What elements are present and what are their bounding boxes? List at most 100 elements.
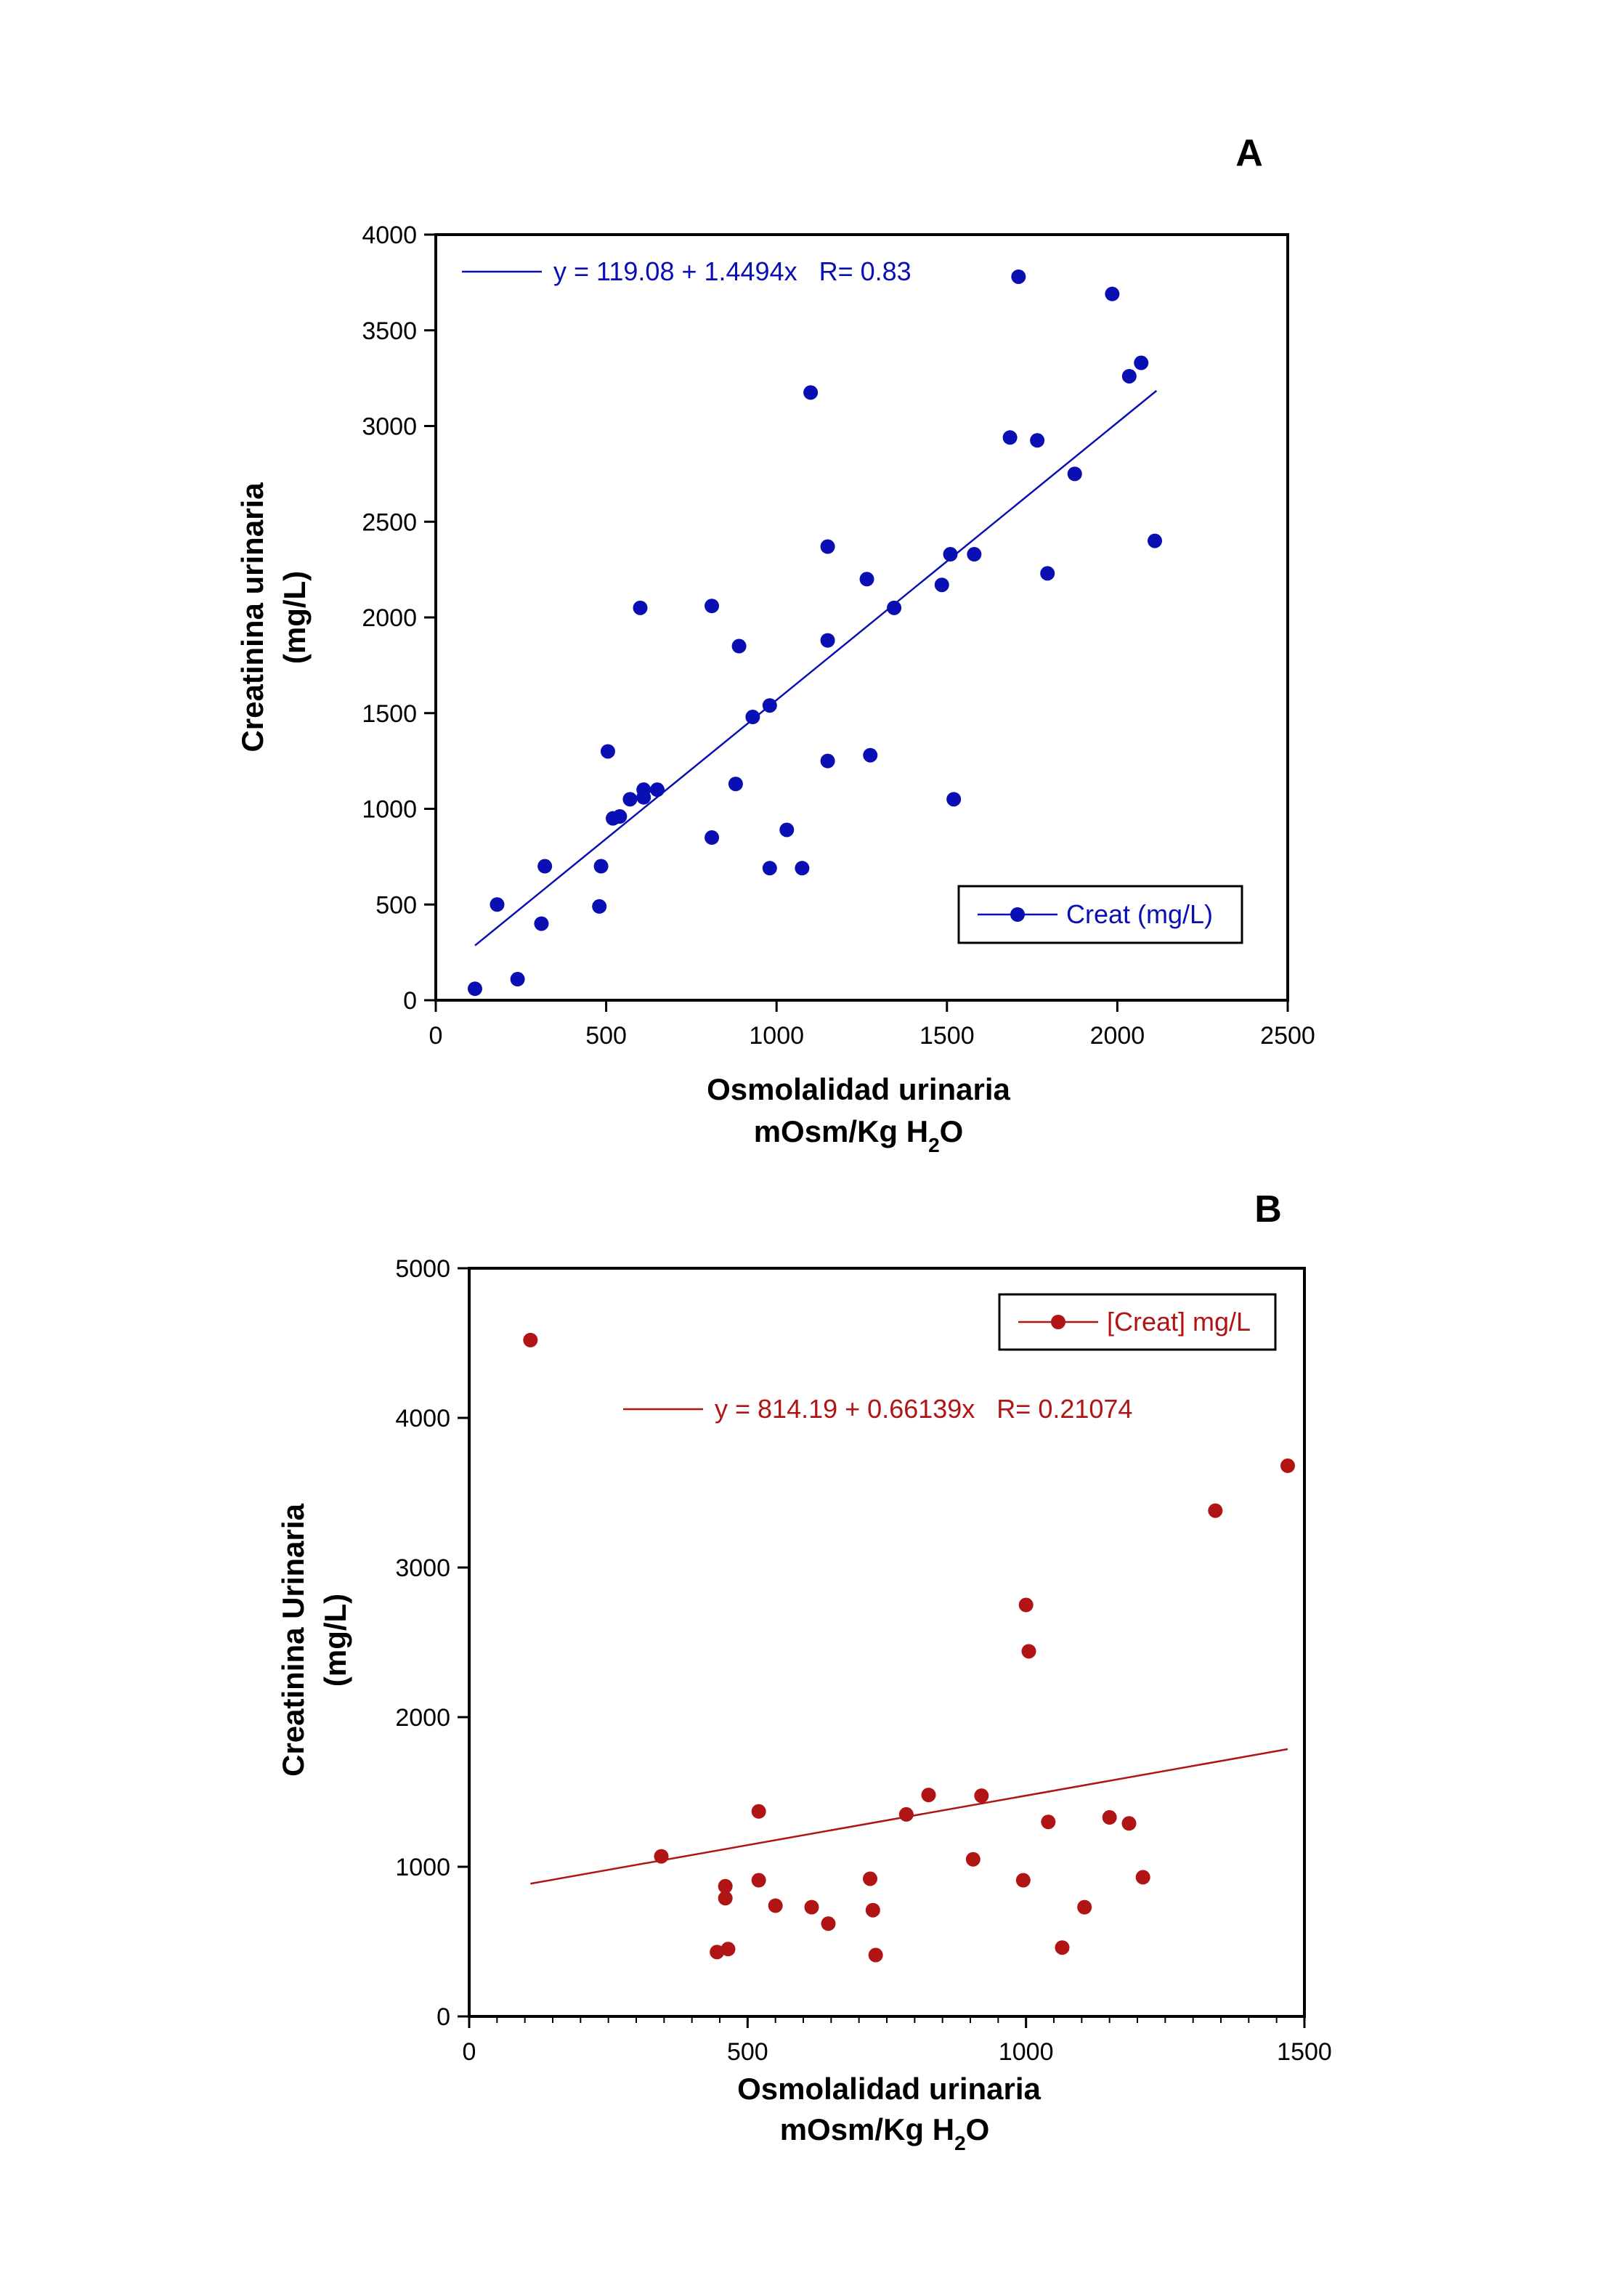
panel-a-data-point	[490, 897, 505, 912]
panel-b-data-point	[1208, 1503, 1223, 1518]
panel-a-data-point	[762, 698, 777, 713]
panel-a-data-point	[863, 747, 878, 763]
panel-a-data-point	[1030, 433, 1045, 448]
panel-a-legend-label: Creat (mg/L)	[1066, 899, 1213, 929]
panel-b-data-point	[921, 1788, 936, 1803]
panel-a-data-point	[1105, 286, 1120, 301]
panel-b-data-point	[1021, 1644, 1036, 1659]
panel-b-x-tick-label: 1000	[999, 2038, 1054, 2066]
panel-b-data-point	[1121, 1816, 1137, 1831]
panel-b-data-point	[1015, 1873, 1031, 1888]
panel-a-data-point	[705, 599, 720, 614]
panel-a-data-point	[934, 577, 949, 593]
panel-b-y-axis-title-line1: Creatinina Urinaria	[276, 1503, 310, 1776]
panel-b-data-point	[868, 1947, 883, 1963]
panel-b-fit-equation: y = 814.19 + 0.66139x R= 0.21074	[715, 1394, 1132, 1424]
panel-a-data-point	[859, 572, 874, 587]
panel-a-x-tick-label: 2000	[1090, 1022, 1145, 1050]
panel-a-data-point	[967, 547, 982, 562]
panel-a-letter: A	[1235, 132, 1263, 174]
panel-b-x-axis-title-line1: Osmolalidad urinaria	[737, 2072, 1041, 2106]
panel-b-data-point	[654, 1849, 669, 1864]
panel-a-y-axis-title-line1: Creatinina urinaria	[235, 482, 269, 753]
panel-b-y-tick-label: 3000	[395, 1554, 450, 1582]
panel-b-data-point	[718, 1878, 733, 1894]
panel-a-data-point	[820, 753, 835, 769]
panel-a-y-tick-label: 500	[375, 891, 417, 919]
panel-b-y-tick-label: 5000	[395, 1255, 450, 1283]
panel-b-data-point	[1055, 1940, 1070, 1955]
panel-a-data-point	[636, 790, 651, 805]
panel-b-data-point	[898, 1806, 914, 1822]
panel-b-data-point	[768, 1898, 783, 1913]
panel-a-data-point	[946, 792, 962, 807]
panel-a-chart: A Osmolalidad urinaria mOsm/Kg H2O Creat…	[235, 132, 1315, 1156]
panel-b-data-point	[1041, 1814, 1056, 1830]
panel-a-data-point	[1134, 355, 1149, 370]
panel-a-data-point	[1011, 269, 1026, 284]
panel-a-data-point	[779, 822, 795, 838]
panel-a-y-tick-label: 0	[403, 987, 417, 1015]
panel-a-data-point	[795, 861, 810, 876]
panel-b-legend-marker	[1051, 1315, 1065, 1329]
panel-a-x-tick-label: 500	[585, 1022, 627, 1050]
panel-a-data-point	[820, 633, 835, 648]
panel-a-fit-line	[474, 389, 1158, 946]
panel-a-data-point	[803, 385, 819, 400]
panel-a-data-point	[510, 972, 525, 987]
panel-a-data-point	[534, 916, 549, 931]
panel-a-y-tick-label: 2500	[362, 508, 417, 536]
panel-b-data-point	[710, 1945, 725, 1960]
panel-a-data-point	[943, 547, 958, 562]
panel-b-y-tick-label: 1000	[395, 1854, 450, 1881]
panel-b-data-point	[523, 1332, 538, 1347]
panel-a-y-tick-label: 4000	[362, 222, 417, 249]
panel-a-data-point	[1067, 466, 1082, 482]
panel-b-data-point	[718, 1891, 733, 1906]
panel-a-y-tick-label: 3500	[362, 317, 417, 345]
panel-a-data-point	[728, 776, 743, 792]
panel-a-data-point	[1121, 368, 1137, 384]
panel-b-chart: B Osmolalidad urinaria mOsm/Kg H2O Creat…	[276, 1188, 1332, 2154]
panel-a-data-point	[1040, 566, 1055, 581]
panel-a-data-point	[612, 809, 628, 824]
panel-b-x-tick-label: 1500	[1277, 2038, 1332, 2066]
panel-b-data-point	[865, 1902, 880, 1918]
panel-a-x-tick-label: 2500	[1260, 1022, 1315, 1050]
panel-a-x-tick-label: 1500	[919, 1022, 975, 1050]
panel-a-data-point	[649, 782, 665, 798]
panel-b-data-point	[751, 1804, 766, 1819]
panel-a-y-tick-label: 1500	[362, 700, 417, 728]
panel-b-y-tick-label: 4000	[395, 1405, 450, 1432]
panel-b-data-point	[1280, 1458, 1295, 1473]
panel-b-y-axis-title-line2: (mg/L)	[318, 1594, 352, 1687]
panel-a-data-point	[745, 710, 760, 725]
panel-a-data-point	[633, 600, 648, 615]
panel-b-data-point	[863, 1871, 877, 1886]
panel-b-data-point	[1102, 1810, 1117, 1825]
panel-b-x-tick-label: 500	[727, 2038, 768, 2066]
panel-a-x-tick-label: 1000	[749, 1022, 804, 1050]
panel-b-y-tick-label: 2000	[395, 1704, 450, 1732]
panel-b-data-point	[965, 1852, 981, 1867]
panel-a-x-tick-label: 0	[429, 1022, 443, 1050]
panel-a-data-point	[1002, 430, 1018, 445]
panel-b-data-point	[720, 1942, 736, 1957]
panel-a-data-point	[705, 830, 720, 845]
panel-a-x-axis-title-line1: Osmolalidad urinaria	[707, 1072, 1010, 1106]
panel-b-data-point	[1018, 1597, 1034, 1613]
panel-a-data-point	[887, 600, 902, 615]
panel-b-x-axis-title-line2: mOsm/Kg H2O	[780, 2112, 990, 2154]
panel-a-data-point	[1148, 533, 1163, 548]
panel-a-y-tick-label: 1000	[362, 796, 417, 824]
panel-a-data-point	[592, 899, 607, 914]
panel-a-data-point	[820, 539, 835, 554]
panel-a-data-point	[731, 638, 747, 654]
panel-b-data-point	[804, 1899, 819, 1915]
panel-b-data-point	[821, 1916, 836, 1931]
panel-b-letter: B	[1254, 1188, 1282, 1230]
panel-a-data-point	[622, 792, 638, 807]
panel-a-fit-equation: y = 119.08 + 1.4494x R= 0.83	[553, 256, 912, 286]
panel-a-y-tick-label: 2000	[362, 604, 417, 632]
panel-b-data-point	[1077, 1899, 1092, 1915]
